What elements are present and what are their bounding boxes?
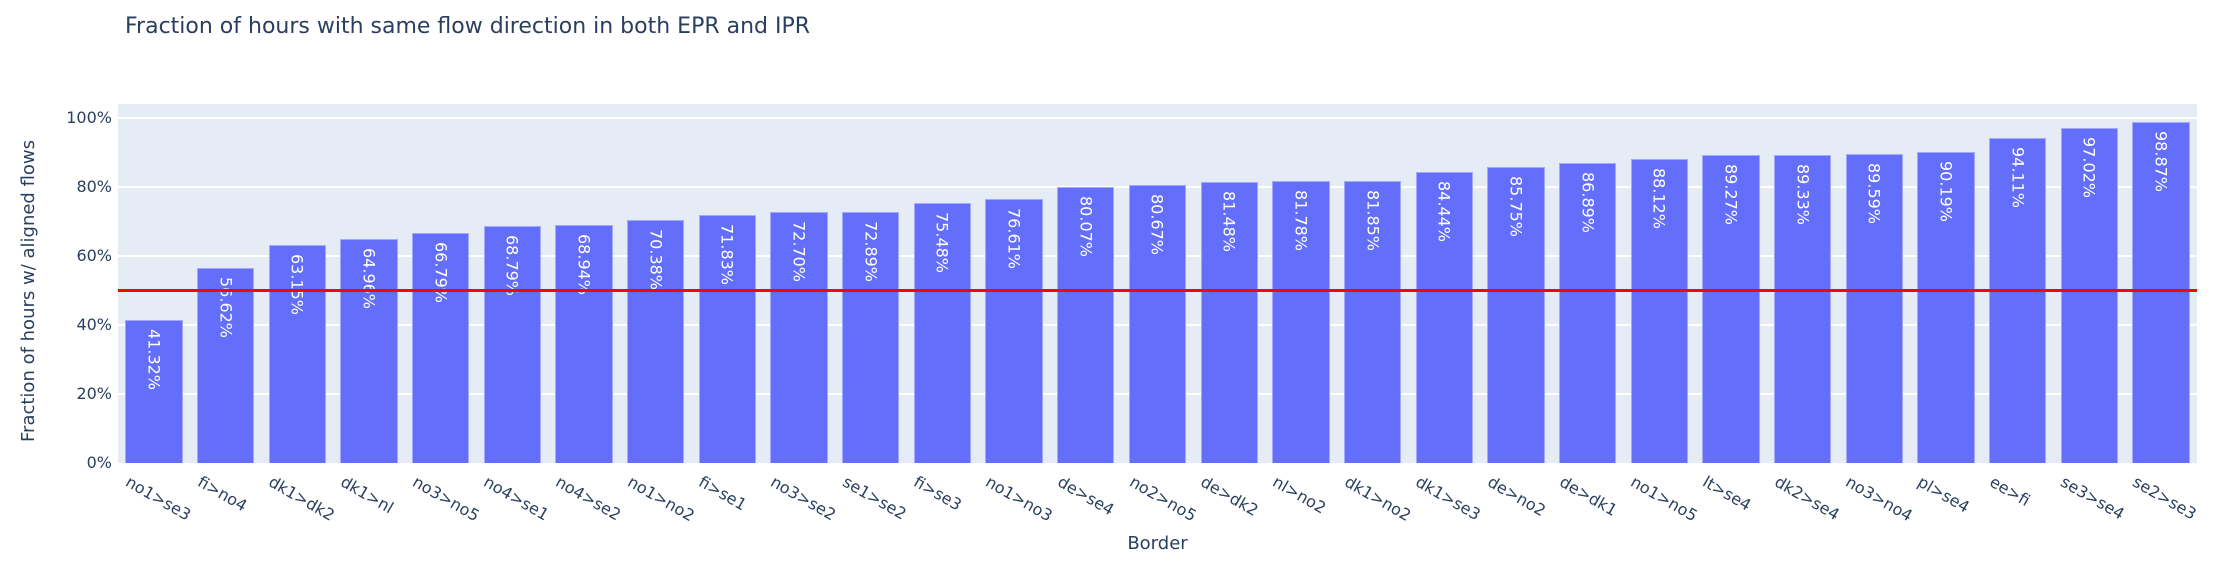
x-tick-label: no1>no5 bbox=[1627, 472, 1702, 526]
bar-value-label: 89.33% bbox=[1793, 163, 1813, 225]
x-tick-label: se1>se2 bbox=[839, 472, 910, 524]
x-tick-label: no1>se3 bbox=[122, 472, 195, 525]
bar-value-label: 68.79% bbox=[502, 234, 522, 296]
bar[interactable]: 72.89% bbox=[842, 211, 900, 463]
x-axis-title: Border bbox=[1127, 533, 1188, 554]
bar-value-label: 71.83% bbox=[717, 224, 737, 286]
x-tick-label: se3>se4 bbox=[2057, 472, 2129, 524]
y-tick-label: 60% bbox=[76, 246, 112, 265]
bar[interactable]: 71.83% bbox=[698, 215, 757, 463]
x-tick-label: de>dk2 bbox=[1197, 472, 1262, 520]
bar-value-label: 89.59% bbox=[1864, 162, 1884, 224]
x-tick-label: se2>se3 bbox=[2129, 472, 2200, 524]
bar[interactable]: 80.07% bbox=[1057, 186, 1115, 463]
bar[interactable]: 94.11% bbox=[1989, 138, 2047, 463]
bar-value-label: 81.48% bbox=[1219, 190, 1239, 252]
x-tick-label: dk1>dk2 bbox=[265, 472, 339, 525]
bar[interactable]: 81.48% bbox=[1200, 181, 1258, 463]
bar-value-label: 41.32% bbox=[144, 329, 164, 391]
bar-value-label: 88.12% bbox=[1649, 167, 1669, 229]
x-tick-label: de>dk1 bbox=[1556, 472, 1621, 520]
bar[interactable]: 85.75% bbox=[1487, 167, 1545, 463]
x-tick-label: nl>no2 bbox=[1269, 472, 1330, 518]
bar[interactable]: 72.70% bbox=[770, 212, 828, 463]
bar-value-label: 86.89% bbox=[1578, 172, 1598, 234]
y-tick-label: 40% bbox=[76, 315, 112, 334]
bar[interactable]: 68.79% bbox=[483, 225, 541, 463]
x-tick-label: no4>se2 bbox=[552, 472, 625, 525]
bar[interactable]: 56.62% bbox=[196, 267, 255, 463]
bar-value-label: 80.07% bbox=[1076, 195, 1096, 257]
bar[interactable]: 76.61% bbox=[985, 198, 1043, 463]
bar-value-label: 56.62% bbox=[216, 276, 236, 338]
bar[interactable]: 70.38% bbox=[626, 220, 685, 463]
reference-line-50pct bbox=[118, 289, 2197, 292]
x-tick-label: dk1>nl bbox=[337, 472, 397, 518]
bar[interactable]: 84.44% bbox=[1415, 171, 1473, 463]
bar-value-label: 72.89% bbox=[861, 220, 881, 282]
bar-value-label: 94.11% bbox=[2008, 147, 2028, 209]
x-tick-label: fi>no4 bbox=[194, 472, 250, 516]
bar[interactable]: 89.59% bbox=[1845, 153, 1904, 463]
y-tick-label: 20% bbox=[76, 384, 112, 403]
bar[interactable]: 75.48% bbox=[913, 202, 972, 463]
x-tick-label: ee>fi bbox=[1986, 472, 2034, 511]
x-tick-label: lt>se4 bbox=[1699, 472, 1755, 515]
x-tick-label: no4>se1 bbox=[480, 472, 553, 525]
x-tick-label: pl>se4 bbox=[1914, 472, 1973, 517]
y-tick-label: 80% bbox=[76, 177, 112, 196]
x-tick-label: no3>no4 bbox=[1842, 472, 1917, 526]
bar-value-label: 75.48% bbox=[932, 211, 952, 273]
bar[interactable]: 88.12% bbox=[1630, 158, 1688, 463]
gridline bbox=[118, 117, 2197, 119]
x-tick-label: no3>se2 bbox=[767, 472, 840, 525]
bar-value-label: 89.27% bbox=[1721, 164, 1741, 226]
bar-value-label: 85.75% bbox=[1506, 176, 1526, 238]
bar[interactable]: 89.33% bbox=[1774, 154, 1832, 463]
bar-value-label: 97.02% bbox=[2079, 137, 2099, 199]
x-tick-label: dk2>se4 bbox=[1771, 472, 1843, 525]
bar-value-label: 84.44% bbox=[1434, 180, 1454, 242]
bar[interactable]: 97.02% bbox=[2060, 128, 2119, 463]
bar-value-label: 70.38% bbox=[646, 229, 666, 291]
y-axis-title: Fraction of hours w/ aligned flows bbox=[18, 139, 39, 442]
bar[interactable]: 98.87% bbox=[2132, 121, 2190, 463]
bar-value-label: 72.70% bbox=[789, 221, 809, 283]
bar-value-label: 63.15% bbox=[287, 254, 307, 316]
bar[interactable]: 90.19% bbox=[1917, 151, 1975, 463]
y-tick-label: 100% bbox=[66, 108, 112, 127]
x-tick-label: dk1>se3 bbox=[1412, 472, 1485, 525]
bar-value-label: 90.19% bbox=[1936, 160, 1956, 222]
bar[interactable]: 80.67% bbox=[1128, 184, 1187, 463]
x-tick-label: de>se4 bbox=[1054, 472, 1118, 520]
bar[interactable]: 89.27% bbox=[1702, 155, 1760, 463]
bar-value-label: 81.85% bbox=[1363, 189, 1383, 251]
bar[interactable]: 68.94% bbox=[555, 225, 613, 463]
chart-title: Fraction of hours with same flow directi… bbox=[125, 14, 811, 39]
bar-value-label: 76.61% bbox=[1004, 207, 1024, 269]
bar-value-label: 64.96% bbox=[359, 247, 379, 309]
bar[interactable]: 81.78% bbox=[1272, 180, 1330, 463]
y-tick-label: 0% bbox=[86, 453, 112, 472]
bar[interactable]: 81.85% bbox=[1343, 180, 1402, 463]
bar[interactable]: 64.96% bbox=[340, 238, 398, 463]
x-tick-label: fi>se3 bbox=[910, 472, 966, 515]
bar-value-label: 80.67% bbox=[1147, 193, 1167, 255]
bar[interactable]: 63.15% bbox=[268, 245, 326, 463]
x-tick-label: no1>no3 bbox=[982, 472, 1056, 526]
x-tick-label: de>no2 bbox=[1484, 472, 1549, 521]
x-tick-label: dk1>no2 bbox=[1341, 472, 1414, 526]
x-tick-label: no2>no5 bbox=[1126, 472, 1200, 526]
bar[interactable]: 66.79% bbox=[411, 232, 470, 463]
bar[interactable]: 86.89% bbox=[1558, 163, 1617, 463]
bar[interactable]: 41.32% bbox=[125, 320, 183, 463]
bar-value-label: 81.78% bbox=[1291, 189, 1311, 251]
bar-value-label: 66.79% bbox=[431, 241, 451, 303]
bar-value-label: 98.87% bbox=[2151, 130, 2171, 192]
x-tick-label: no1>no2 bbox=[624, 472, 698, 526]
x-tick-label: fi>se1 bbox=[695, 472, 751, 515]
x-tick-label: no3>no5 bbox=[409, 472, 483, 526]
bar-value-label: 68.94% bbox=[574, 234, 594, 296]
